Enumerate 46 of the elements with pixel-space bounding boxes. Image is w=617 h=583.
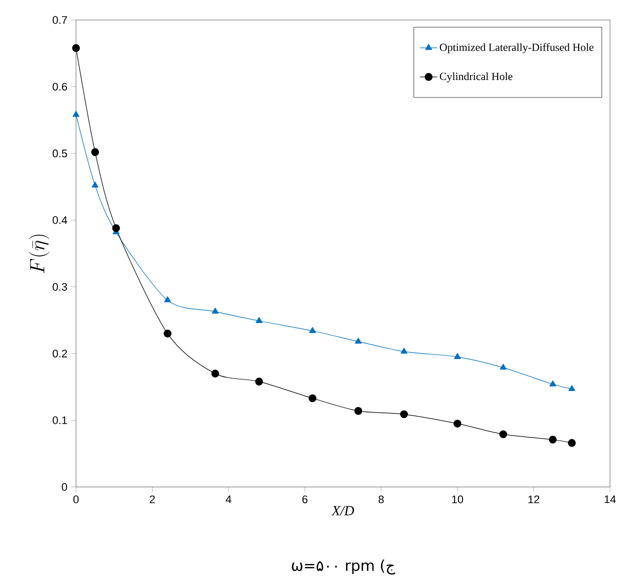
point [568, 385, 576, 392]
x-tick-label: 12 [528, 496, 540, 504]
legend-label: Cylindrical Hole [440, 72, 512, 82]
y-tick-label: 0 [62, 483, 68, 491]
point [256, 316, 263, 323]
y-tick-label: 0.5 [52, 150, 68, 158]
point [499, 430, 508, 438]
point [255, 378, 263, 386]
y-tick-label: 0.1 [52, 416, 67, 424]
point [211, 370, 220, 378]
x-tick-label: 14 [604, 496, 616, 504]
x-tick-label: 4 [226, 496, 232, 504]
point [72, 110, 80, 117]
point [568, 439, 576, 447]
point [354, 338, 362, 344]
x-tick-label: 10 [452, 496, 464, 504]
point [92, 182, 98, 188]
point [454, 420, 462, 428]
point [500, 364, 507, 370]
y-tick-label: 0.7 [52, 16, 67, 24]
point [548, 436, 557, 444]
point [164, 330, 172, 338]
point [354, 407, 362, 415]
point [91, 148, 99, 156]
point [400, 348, 408, 354]
point [72, 44, 80, 52]
point [309, 326, 316, 333]
x-tick-label: 2 [150, 496, 155, 504]
y-axis-title: $F(\bar{\eta})$ [28, 234, 50, 274]
y-tick-label: 0.2 [52, 350, 67, 358]
point [164, 296, 171, 302]
y-tick-label: 0.4 [52, 216, 68, 224]
point [400, 410, 408, 418]
x-axis-title: X/D [331, 506, 354, 516]
text: ω=۵۰۰ rpm (ج [292, 560, 396, 574]
y-tick-label: 0.3 [52, 282, 68, 291]
point [454, 352, 461, 359]
point [549, 380, 556, 386]
x-tick-label: 0 [73, 496, 79, 504]
x-tick-label: 6 [302, 496, 308, 504]
legend-label: Optimized Laterally-Diffused Hole [440, 43, 594, 54]
y-tick-label: 0.6 [52, 82, 68, 91]
point [212, 308, 219, 314]
point [112, 224, 120, 232]
point [308, 394, 316, 402]
x-tick-label: 8 [378, 496, 384, 504]
